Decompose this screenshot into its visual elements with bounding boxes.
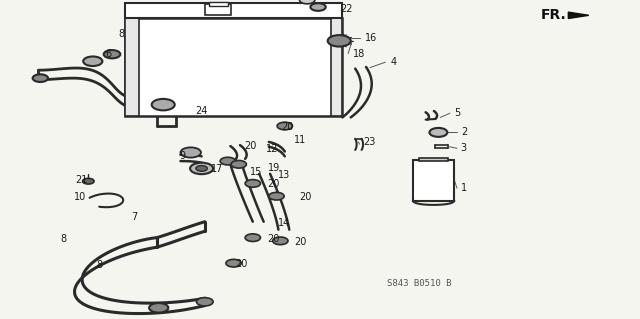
Circle shape	[220, 157, 236, 165]
Text: 16: 16	[365, 33, 377, 43]
Text: S843 B0510 B: S843 B0510 B	[387, 279, 452, 288]
Bar	[331, 18, 342, 116]
Text: 18: 18	[353, 48, 365, 59]
Text: 2: 2	[461, 127, 467, 137]
Text: 8: 8	[61, 234, 67, 244]
Bar	[125, 18, 139, 116]
Text: 6: 6	[106, 48, 112, 59]
Text: 20: 20	[244, 141, 257, 151]
Text: 12: 12	[266, 144, 278, 154]
Text: 19: 19	[268, 163, 280, 174]
Text: 15: 15	[250, 167, 262, 177]
Circle shape	[180, 147, 201, 158]
Bar	[413, 160, 454, 201]
Circle shape	[33, 74, 48, 82]
Bar	[125, 3, 342, 18]
Text: 24: 24	[195, 106, 207, 116]
Circle shape	[245, 234, 260, 241]
Circle shape	[196, 166, 207, 171]
Text: 21: 21	[76, 175, 88, 185]
Circle shape	[104, 50, 120, 58]
Text: 20: 20	[268, 234, 280, 244]
Text: 22: 22	[340, 4, 353, 14]
Text: 20: 20	[268, 179, 280, 189]
Circle shape	[152, 99, 175, 110]
Circle shape	[277, 122, 292, 130]
Text: FR.: FR.	[541, 8, 566, 22]
Text: 13: 13	[278, 170, 291, 180]
Circle shape	[83, 178, 94, 184]
Text: 14: 14	[278, 218, 291, 228]
Circle shape	[328, 35, 351, 47]
Circle shape	[245, 180, 260, 187]
Text: 4: 4	[390, 57, 397, 67]
Text: 9: 9	[179, 151, 186, 161]
Circle shape	[196, 298, 213, 306]
Circle shape	[273, 237, 288, 245]
Bar	[419, 158, 448, 161]
Polygon shape	[568, 12, 589, 19]
Text: 17: 17	[211, 164, 223, 174]
Bar	[125, 18, 342, 116]
Bar	[209, 2, 228, 6]
Circle shape	[269, 192, 284, 200]
Text: 7: 7	[131, 212, 138, 222]
Circle shape	[310, 3, 326, 11]
Circle shape	[231, 160, 246, 168]
Text: 20: 20	[282, 122, 294, 132]
Text: 11: 11	[294, 135, 307, 145]
Text: 20: 20	[300, 192, 312, 202]
Text: 3: 3	[461, 143, 467, 153]
Circle shape	[149, 303, 168, 313]
Bar	[205, 4, 231, 15]
Text: 1: 1	[461, 183, 467, 193]
Text: 20: 20	[294, 237, 307, 247]
Text: 5: 5	[454, 108, 461, 118]
Text: 20: 20	[236, 259, 248, 269]
Text: 8: 8	[96, 260, 102, 270]
Text: 8: 8	[118, 29, 125, 40]
Text: 23: 23	[364, 137, 376, 147]
Circle shape	[429, 128, 447, 137]
Circle shape	[300, 0, 315, 4]
Circle shape	[190, 163, 213, 174]
Circle shape	[226, 259, 241, 267]
Circle shape	[83, 56, 102, 66]
Text: 10: 10	[74, 192, 86, 202]
